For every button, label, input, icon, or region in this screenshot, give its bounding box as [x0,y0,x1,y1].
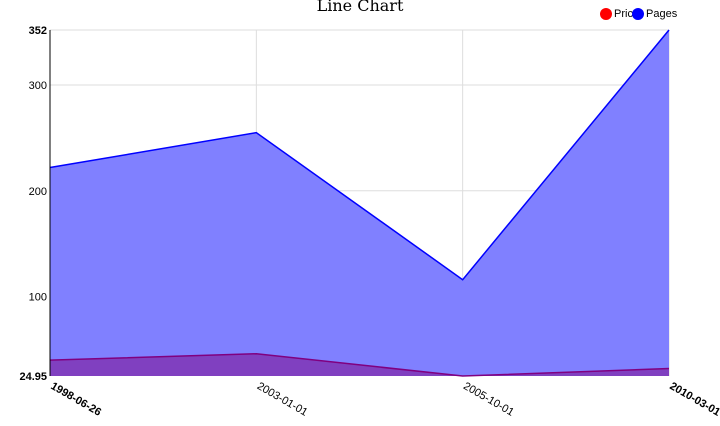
y-tick-label: 100 [29,292,47,304]
y-tick-label: 24.95 [19,371,47,383]
series-line-pages [49,29,670,281]
y-tick-label: 200 [29,186,47,198]
legend-marker-icon [600,8,612,20]
x-tick-label: 2010-03-01 [668,380,720,419]
legend-item-pages[interactable]: Pages [632,8,678,20]
y-axis-ticks: 24.95 100 200 300 352 [19,25,47,383]
x-tick-label: 1998-06-26 [49,380,104,419]
x-axis-ticks: 1998-06-26 2003-01-01 2005-10-01 2010-03-01 [49,380,720,419]
legend-marker-icon [632,8,644,20]
legend[interactable]: Price Pages [600,8,678,20]
x-tick-label: 2005-10-01 [461,380,516,419]
series-areas [49,29,670,377]
x-tick-label: 2003-01-01 [255,380,310,419]
y-tick-label: 300 [29,80,47,92]
series-area-pages [50,30,669,376]
chart-title: Line Chart [317,0,404,15]
legend-item-price[interactable]: Price [600,8,639,20]
series-line-price [49,352,670,377]
legend-label: Pages [646,8,678,20]
y-tick-label: 352 [29,25,47,37]
legend-label: Price [614,8,639,20]
